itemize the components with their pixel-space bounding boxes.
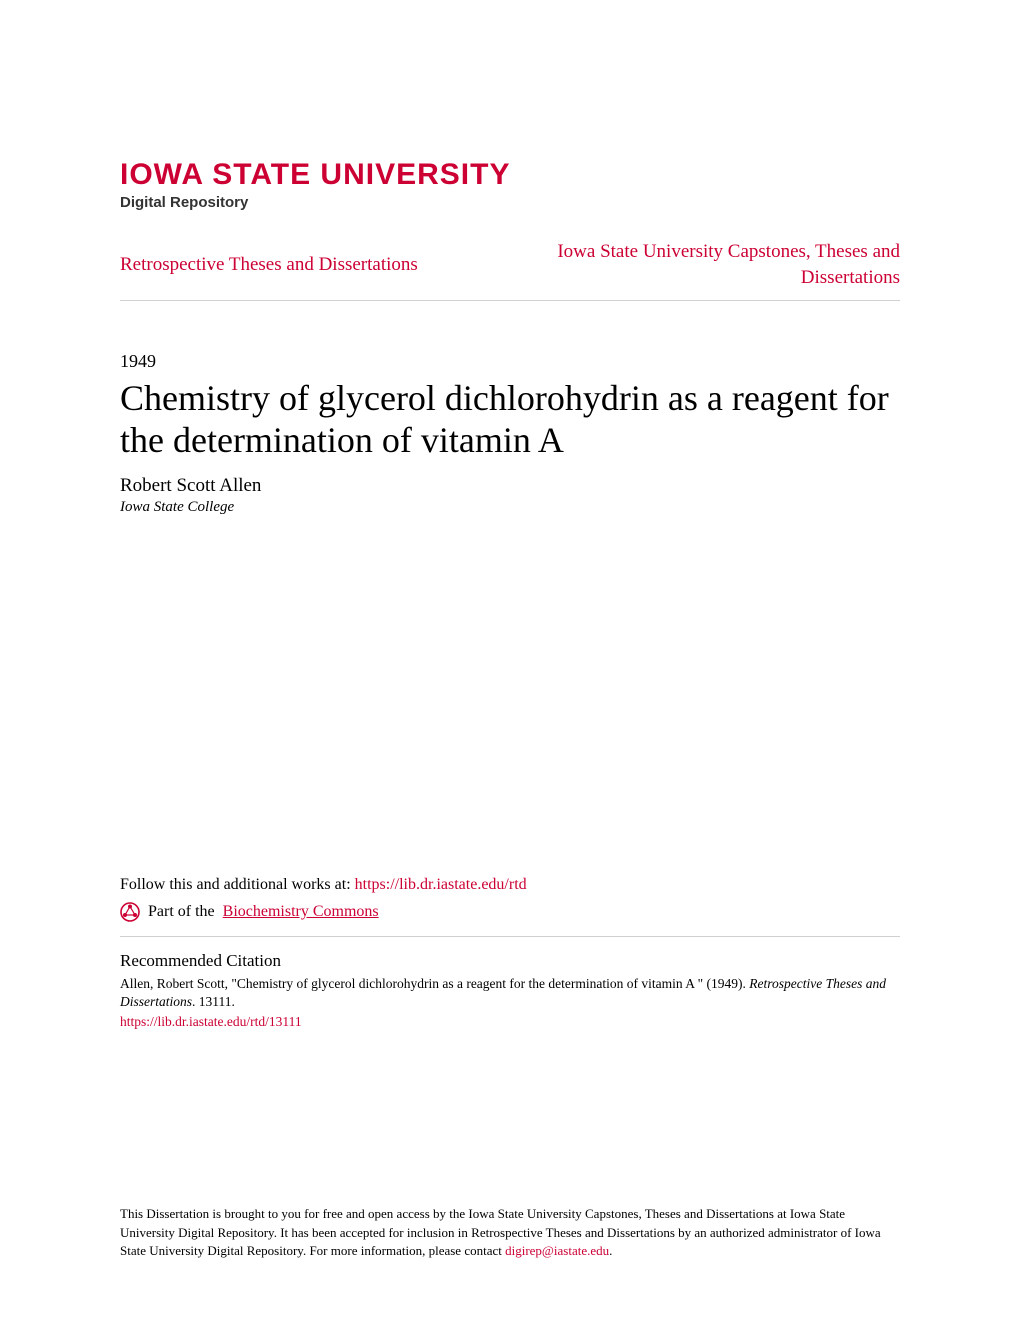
follow-label: Follow this and additional works at: xyxy=(120,876,355,893)
contact-email-link[interactable]: digirep@iastate.edu xyxy=(505,1243,609,1258)
network-commons-icon xyxy=(120,902,140,922)
cover-page: IOWA STATE UNIVERSITY Digital Repository… xyxy=(0,0,1020,1320)
citation-text: Allen, Robert Scott, "Chemistry of glyce… xyxy=(120,975,900,1011)
breadcrumb-row: Retrospective Theses and Dissertations I… xyxy=(120,239,900,290)
brand-university: IOWA STATE UNIVERSITY xyxy=(120,160,900,190)
footer-note: This Dissertation is brought to you for … xyxy=(120,1205,900,1260)
divider-mid xyxy=(120,936,900,937)
author-name: Robert Scott Allen xyxy=(120,475,900,497)
citation-before: Allen, Robert Scott, "Chemistry of glyce… xyxy=(120,976,749,991)
brand-repository: Digital Repository xyxy=(120,194,900,211)
footer-text-after: . xyxy=(609,1243,612,1258)
document-title: Chemistry of glycerol dichlorohydrin as … xyxy=(120,378,900,461)
citation-url[interactable]: https://lib.dr.iastate.edu/rtd/13111 xyxy=(120,1014,900,1030)
discipline-link[interactable]: Biochemistry Commons xyxy=(223,903,379,921)
follow-url-link[interactable]: https://lib.dr.iastate.edu/rtd xyxy=(355,876,527,893)
citation-after: . 13111. xyxy=(192,994,235,1009)
citation-heading: Recommended Citation xyxy=(120,951,900,971)
collection-link-right[interactable]: Iowa State University Capstones, Theses … xyxy=(530,239,900,290)
collection-link-left[interactable]: Retrospective Theses and Dissertations xyxy=(120,254,418,276)
author-affiliation: Iowa State College xyxy=(120,499,900,516)
brand-block: IOWA STATE UNIVERSITY Digital Repository xyxy=(120,160,900,211)
divider-top xyxy=(120,300,900,301)
part-of-prefix: Part of the xyxy=(148,903,215,921)
footer-text-before: This Dissertation is brought to you for … xyxy=(120,1206,881,1257)
publication-year: 1949 xyxy=(120,351,900,372)
follow-block: Follow this and additional works at: htt… xyxy=(120,876,900,1029)
follow-line: Follow this and additional works at: htt… xyxy=(120,876,900,894)
part-of-row: Part of the Biochemistry Commons xyxy=(120,902,900,922)
